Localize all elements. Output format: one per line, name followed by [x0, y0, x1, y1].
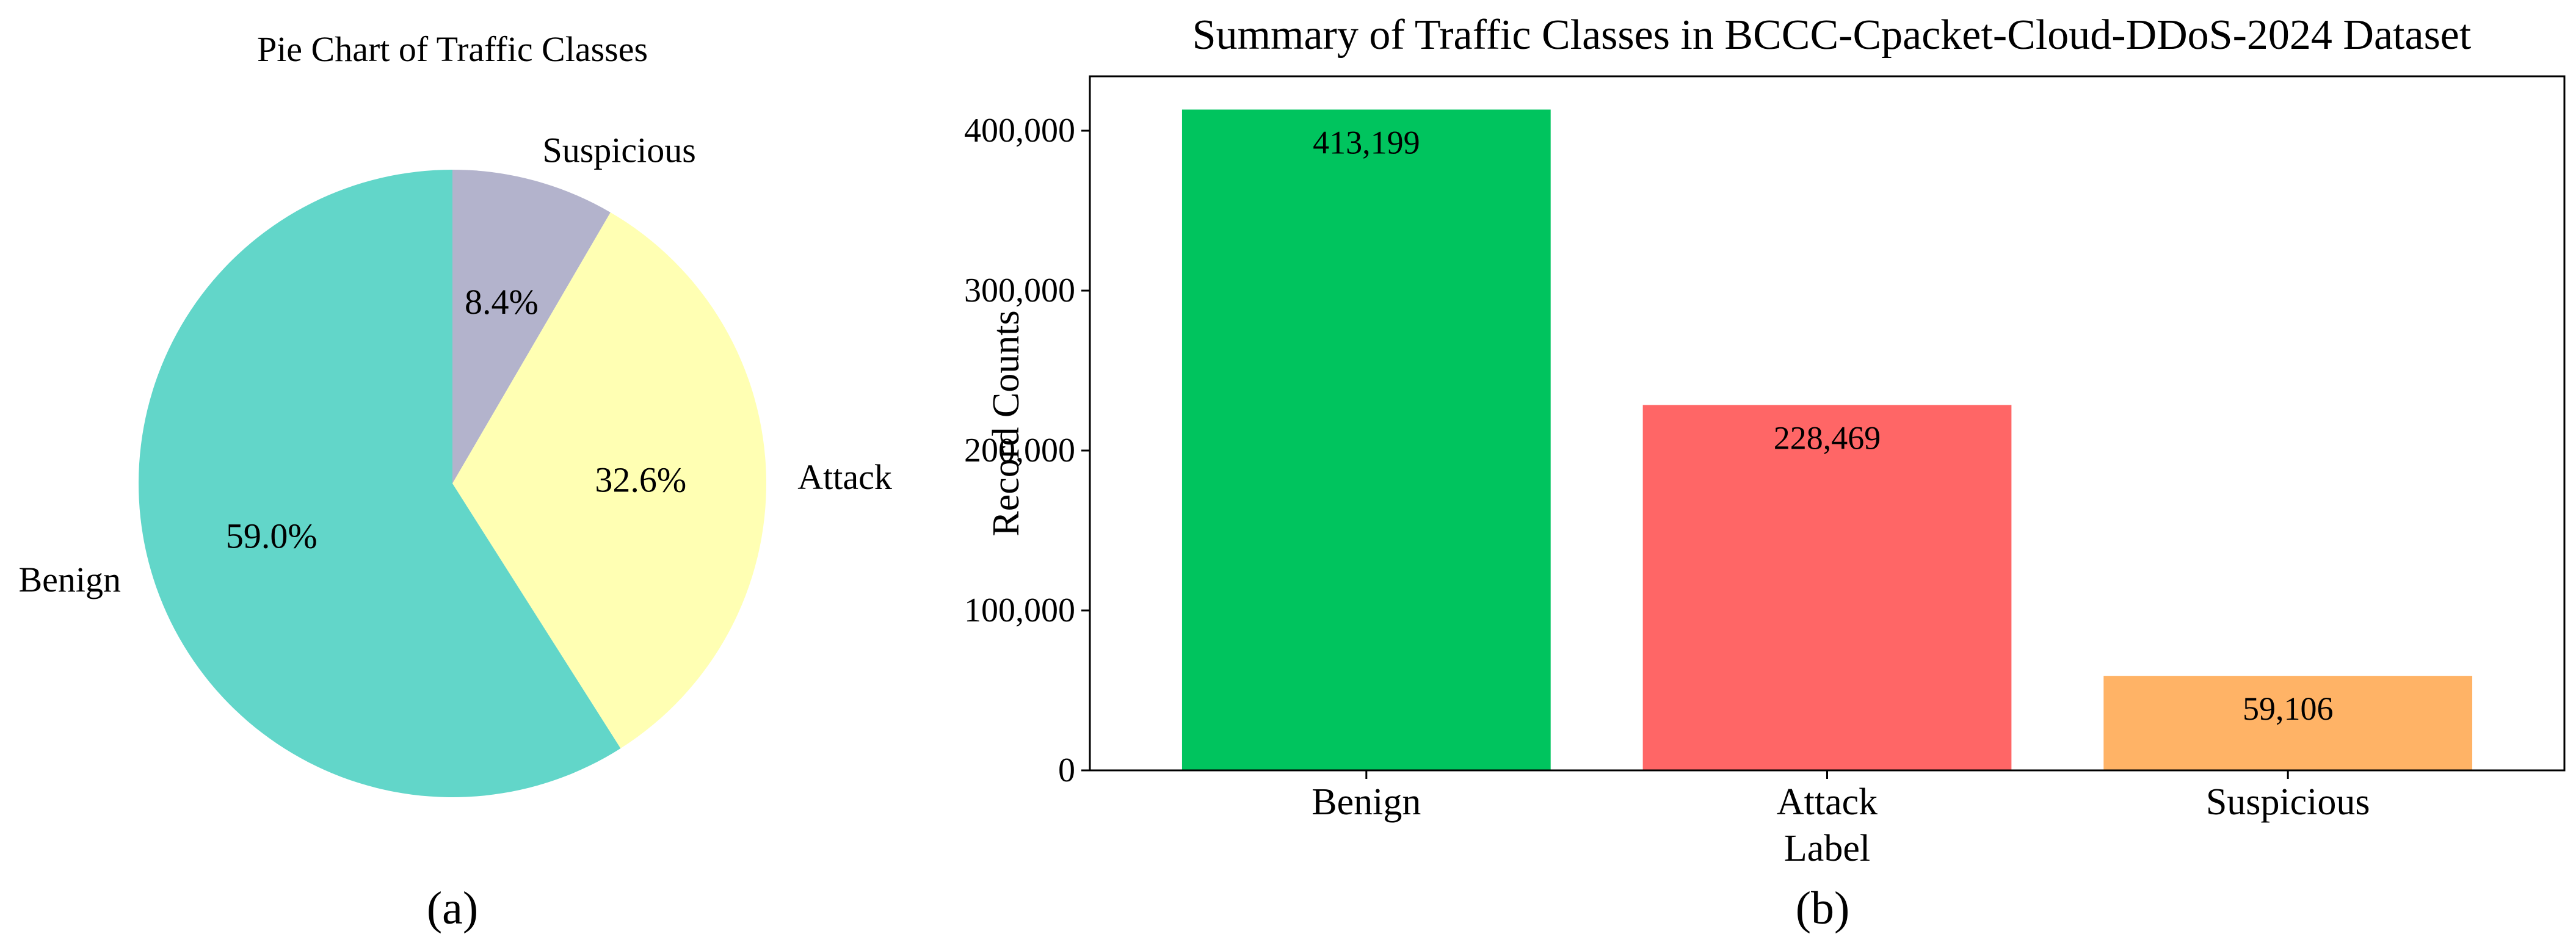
- pie-slices: [138, 170, 766, 797]
- pie-slice-suspicious: [452, 170, 611, 483]
- x-tick-label: Attack: [1777, 781, 1878, 823]
- pie-labels: 8.4% Suspicious 32.6% Attack 59.0% Benign: [19, 131, 892, 600]
- pie-category-label: Benign: [19, 560, 122, 599]
- pie-percent-label: 8.4%: [465, 282, 539, 322]
- pie-category-label: Attack: [797, 457, 892, 497]
- bar-value-label: 59,106: [2243, 690, 2334, 727]
- bar-attack: [1642, 405, 2012, 770]
- pie-slice-attack: [452, 212, 766, 748]
- x-axis-label: Label: [1784, 828, 1870, 869]
- y-tick-label: 100,000: [964, 592, 1075, 629]
- pie-percent-label: 59.0%: [226, 516, 317, 556]
- bar-chart-panel: Summary of Traffic Classes in BCCC-Cpack…: [964, 12, 2566, 934]
- bar-chart-title: Summary of Traffic Classes in BCCC-Cpack…: [1192, 12, 2472, 59]
- plot-frame: [1089, 75, 2566, 772]
- x-tick-label: Suspicious: [2206, 781, 2370, 823]
- panel-label-b: (b): [1796, 883, 1850, 934]
- bar-suspicious: [2103, 676, 2473, 770]
- x-axis-ticks: Benign Attack Suspicious: [1312, 770, 2370, 823]
- pie-chart-title: Pie Chart of Traffic Classes: [257, 29, 648, 69]
- bars: 413,199 228,469 59,106: [1181, 109, 2473, 771]
- y-tick-label: 300,000: [964, 272, 1075, 309]
- bar-value-label: 413,199: [1313, 124, 1420, 161]
- pie-percent-label: 32.6%: [595, 460, 686, 500]
- x-tick-label: Benign: [1312, 781, 1421, 823]
- bar-benign: [1181, 109, 1551, 771]
- pie-category-label: Suspicious: [542, 131, 695, 170]
- y-tick-label: 0: [1058, 751, 1075, 789]
- y-axis-ticks: 0 100,000 200,000 300,000 400,000: [964, 112, 1090, 789]
- panel-label-a: (a): [427, 883, 478, 934]
- pie-chart-panel: Pie Chart of Traffic Classes 8.4% Suspici…: [19, 29, 892, 934]
- y-axis-label: Record Counts: [985, 310, 1027, 536]
- y-tick-label: 400,000: [964, 112, 1075, 150]
- bar-value-label: 228,469: [1774, 419, 1881, 456]
- y-tick-label: 200,000: [964, 432, 1075, 469]
- pie-slice-benign: [138, 170, 621, 797]
